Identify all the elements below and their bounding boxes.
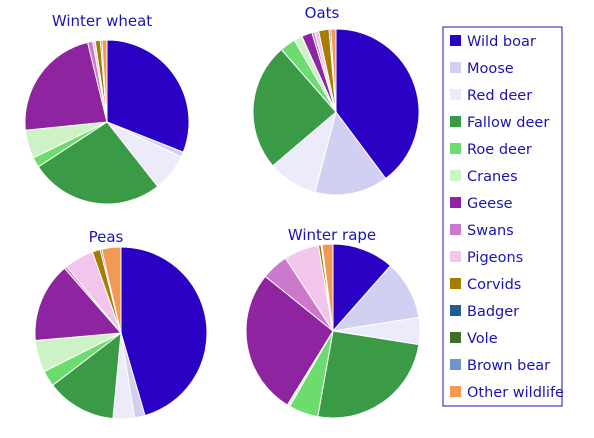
legend-swatch-vole bbox=[450, 332, 461, 343]
pie-slice-winter-rape-other-wildlife bbox=[321, 243, 334, 332]
pie-slice-winter-wheat-geese bbox=[24, 41, 108, 131]
pie-slice-oats-wild-boar bbox=[335, 28, 420, 180]
pie-title-winter-rape: Winter rape bbox=[288, 226, 376, 244]
legend-swatch-fallow-deer bbox=[450, 116, 461, 127]
legend-swatch-badger bbox=[450, 305, 461, 316]
legend-label-pigeons: Pigeons bbox=[467, 250, 523, 266]
legend-label-swans: Swans bbox=[467, 223, 514, 239]
pie-title-winter-wheat: Winter wheat bbox=[52, 12, 152, 30]
pie-slice-winter-rape-fallow-deer bbox=[317, 330, 420, 419]
pie-slice-winter-rape-wild-boar bbox=[332, 243, 392, 333]
legend-label-corvids: Corvids bbox=[467, 277, 521, 293]
pie-winter-rape bbox=[245, 243, 421, 419]
legend-swatch-geese bbox=[450, 197, 461, 208]
pie-slice-peas-other-wildlife bbox=[101, 246, 122, 334]
pie-title-oats: Oats bbox=[305, 4, 340, 22]
legend-label-brown-bear: Brown bear bbox=[467, 358, 550, 374]
pie-slice-oats-fallow-deer bbox=[252, 48, 337, 167]
pie-slice-winter-wheat-other-wildlife bbox=[101, 39, 108, 123]
pie-slice-winter-rape-geese bbox=[245, 275, 334, 406]
legend-label-roe-deer: Roe deer bbox=[467, 142, 532, 158]
pie-slice-oats-moose bbox=[314, 110, 387, 196]
pie-slice-oats-other-wildlife bbox=[330, 28, 337, 113]
legend-label-wild-boar: Wild boar bbox=[467, 34, 536, 50]
legend-label-red-deer: Red deer bbox=[467, 88, 532, 104]
pie-title-peas: Peas bbox=[89, 228, 124, 246]
pie-slice-winter-wheat-wild-boar bbox=[106, 39, 190, 153]
legend-swatch-cranes bbox=[450, 170, 461, 181]
legend-swatch-corvids bbox=[450, 278, 461, 289]
legend-swatch-brown-bear bbox=[450, 359, 461, 370]
legend: Wild boar Moose Red deer Fallow deer Roe dee… bbox=[442, 26, 564, 407]
legend-swatch-roe-deer bbox=[450, 143, 461, 154]
legend-label-vole: Vole bbox=[467, 331, 498, 347]
pie-slice-peas-fallow-deer bbox=[52, 331, 122, 420]
pie-peas bbox=[34, 246, 208, 420]
pie-slice-peas-geese bbox=[34, 267, 123, 342]
pie-oats bbox=[252, 28, 420, 196]
legend-label-cranes: Cranes bbox=[467, 169, 518, 185]
legend-label-fallow-deer: Fallow deer bbox=[467, 115, 549, 131]
legend-label-geese: Geese bbox=[467, 196, 513, 212]
legend-box bbox=[442, 26, 563, 407]
legend-swatch-swans bbox=[450, 224, 461, 235]
pie-slice-winter-wheat-fallow-deer bbox=[37, 121, 159, 205]
legend-swatch-red-deer bbox=[450, 89, 461, 100]
legend-label-other-wildlife: Other wildlife bbox=[467, 385, 564, 401]
legend-label-badger: Badger bbox=[467, 304, 519, 320]
legend-swatch-other-wildlife bbox=[450, 386, 461, 397]
legend-swatch-pigeons bbox=[450, 251, 461, 262]
legend-label-moose: Moose bbox=[467, 61, 514, 77]
pie-slice-peas-wild-boar bbox=[120, 246, 208, 417]
pie-winter-wheat bbox=[24, 39, 190, 205]
legend-swatch-wild-boar bbox=[450, 35, 461, 46]
legend-swatch-moose bbox=[450, 62, 461, 73]
